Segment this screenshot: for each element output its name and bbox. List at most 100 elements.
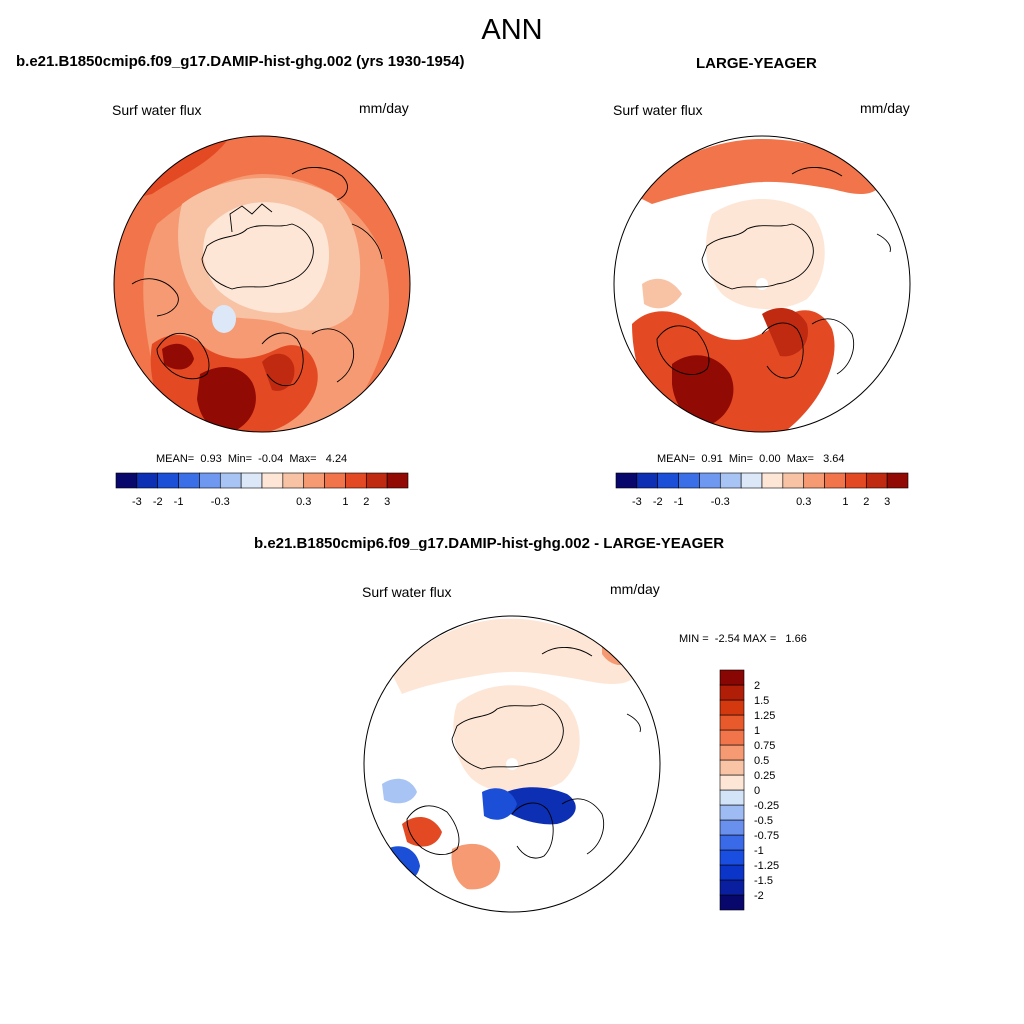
colorbar-box bbox=[719, 804, 745, 821]
colorbar-box bbox=[719, 684, 745, 701]
colorbar-tick-label: 0.3 bbox=[796, 496, 811, 508]
map-coastlines bbox=[656, 167, 891, 379]
map-field-pale bbox=[706, 199, 825, 310]
panel2-variable-label: Surf water flux bbox=[613, 102, 703, 118]
panel3-variable-label: Surf water flux bbox=[362, 584, 452, 600]
colorbar-box bbox=[261, 472, 284, 489]
colorbar-box bbox=[719, 849, 745, 866]
colorbar-box bbox=[719, 894, 745, 911]
panel2-polar-map bbox=[613, 135, 911, 433]
panel2-colorbar: -3 -2 -1 -0.3 0.3 1 2 3 bbox=[615, 472, 909, 508]
colorbar-box bbox=[282, 472, 305, 489]
colorbar-tick-label: 1 bbox=[342, 496, 348, 508]
colorbar-box bbox=[240, 472, 263, 489]
colorbar-tick-label: 1 bbox=[842, 496, 848, 508]
panel3-stats: MIN = -2.54 MAX = 1.66 bbox=[679, 633, 807, 645]
colorbar-box bbox=[824, 472, 846, 489]
map-field-pale-north bbox=[392, 618, 637, 694]
panel1-title: b.e21.B1850cmip6.f09_g17.DAMIP-hist-ghg.… bbox=[16, 53, 465, 70]
colorbar-box bbox=[719, 819, 745, 836]
colorbar-tick-label: -0.75 bbox=[754, 830, 779, 842]
colorbar-box bbox=[178, 472, 200, 489]
colorbar-box bbox=[719, 864, 745, 881]
map-field-max-b bbox=[197, 367, 256, 432]
colorbar-box bbox=[845, 472, 867, 489]
colorbar-tick-label: -2 bbox=[153, 496, 163, 508]
map-boundary bbox=[363, 615, 661, 913]
colorbar-box bbox=[157, 472, 179, 489]
panel1-stats: MEAN= 0.93 Min= -0.04 Max= 4.24 bbox=[156, 453, 348, 465]
colorbar-tick-label: 2 bbox=[754, 680, 760, 692]
colorbar-box bbox=[719, 879, 745, 896]
colorbar-tick-label: 0.25 bbox=[754, 770, 775, 782]
colorbar-box bbox=[740, 472, 763, 489]
colorbar-box bbox=[303, 472, 325, 489]
colorbar-tick-label: 0.75 bbox=[754, 740, 775, 752]
colorbar-tick-label: -1.25 bbox=[754, 860, 779, 872]
panel2-stats: MEAN= 0.91 Min= 0.00 Max= 3.64 bbox=[657, 453, 845, 465]
colorbar-box bbox=[719, 714, 745, 731]
map-field-negative-patch bbox=[212, 305, 236, 333]
colorbar-tick-label: 2 bbox=[363, 496, 369, 508]
colorbar-tick-label: -1 bbox=[754, 845, 764, 857]
colorbar-box bbox=[136, 472, 159, 489]
panel3-title: b.e21.B1850cmip6.f09_g17.DAMIP-hist-ghg.… bbox=[254, 535, 725, 552]
panel3-units-label: mm/day bbox=[610, 581, 660, 597]
colorbar-tick-label: -0.3 bbox=[711, 496, 730, 508]
colorbar-box bbox=[345, 472, 367, 489]
map-field-max-a bbox=[162, 343, 194, 370]
colorbar-tick-label: -3 bbox=[632, 496, 642, 508]
colorbar-box bbox=[719, 759, 745, 776]
colorbar-box bbox=[886, 472, 909, 489]
panel3-colorbar: -2 -1.5 -1.25 -1 -0.75 -0.5 -0.25 0 0.25 0.5 0.75 1… bbox=[719, 669, 779, 911]
panel1-units-label: mm/day bbox=[359, 100, 409, 116]
colorbar-box bbox=[115, 472, 138, 489]
colorbar-tick-label: 0 bbox=[754, 785, 760, 797]
colorbar-box bbox=[719, 789, 745, 806]
colorbar-box bbox=[324, 472, 346, 489]
colorbar-box bbox=[719, 729, 745, 746]
map-field-negative bbox=[482, 788, 517, 820]
colorbar-tick-label: 0.5 bbox=[754, 755, 769, 767]
map-boundary bbox=[613, 135, 911, 433]
colorbar-tick-label: 0.3 bbox=[296, 496, 311, 508]
colorbar-box bbox=[782, 472, 805, 489]
colorbar-box bbox=[386, 472, 409, 489]
pole-hole bbox=[756, 278, 768, 290]
colorbar-tick-label: -0.25 bbox=[754, 800, 779, 812]
colorbar-box bbox=[657, 472, 679, 489]
map-field-pale-center bbox=[453, 685, 580, 794]
colorbar-box bbox=[719, 699, 745, 716]
panel1-variable-label: Surf water flux bbox=[112, 102, 202, 118]
colorbar-box bbox=[636, 472, 659, 489]
colorbar-box bbox=[615, 472, 638, 489]
colorbar-tick-label: -1 bbox=[674, 496, 684, 508]
colorbar-box bbox=[719, 472, 742, 489]
map-boundary bbox=[113, 135, 411, 433]
colorbar-box bbox=[719, 774, 745, 791]
map-field-positive-a bbox=[402, 817, 442, 847]
map-field-pacific-band bbox=[632, 139, 882, 204]
colorbar-tick-label: -0.5 bbox=[754, 815, 773, 827]
panel2-title: LARGE-YEAGER bbox=[696, 55, 817, 72]
colorbar-box bbox=[219, 472, 242, 489]
colorbar-tick-label: -0.3 bbox=[211, 496, 230, 508]
colorbar-box bbox=[678, 472, 700, 489]
colorbar-box bbox=[699, 472, 721, 489]
map-field-dark-c bbox=[262, 353, 295, 391]
main-title: ANN bbox=[481, 14, 543, 46]
colorbar-tick-label: -1 bbox=[174, 496, 184, 508]
panel1-polar-map bbox=[113, 135, 411, 433]
colorbar-box bbox=[719, 834, 745, 851]
colorbar-tick-label: 3 bbox=[884, 496, 890, 508]
map-field-max-a bbox=[672, 355, 734, 426]
colorbar-tick-label: -1.5 bbox=[754, 875, 773, 887]
colorbar-tick-label: -2 bbox=[754, 890, 764, 902]
pole-hole bbox=[506, 758, 518, 770]
map-coastlines bbox=[131, 167, 383, 387]
colorbar-box bbox=[365, 472, 388, 489]
panel1-colorbar: -3 -2 -1 -0.3 0.3 1 2 3 bbox=[115, 472, 409, 508]
map-field-dark-b bbox=[762, 308, 808, 357]
map-coastlines bbox=[406, 647, 641, 859]
map-field-positive-b bbox=[451, 843, 501, 890]
